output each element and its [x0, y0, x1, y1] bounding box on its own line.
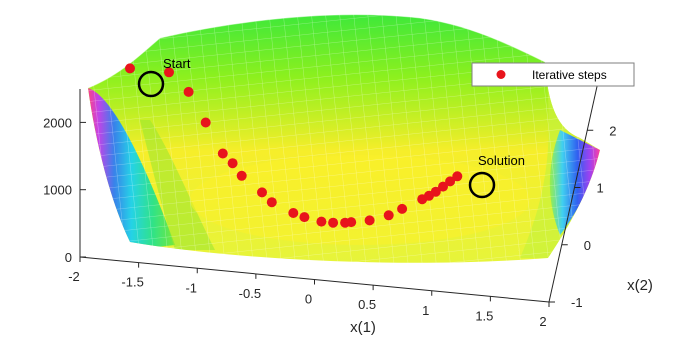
z-tick-label: 0 — [65, 250, 72, 265]
y-tick-label: 1 — [597, 181, 604, 196]
legend: Iterative steps — [471, 62, 635, 87]
x-tick-label: -0.5 — [239, 286, 261, 301]
surface-mesh — [87, 14, 600, 263]
data-point — [316, 216, 327, 227]
data-point — [452, 171, 463, 182]
data-point — [397, 203, 408, 214]
data-point — [328, 217, 339, 228]
start-marker-ring — [137, 70, 165, 98]
x-tick-label: 1 — [422, 303, 429, 318]
x-tick-label: 0 — [305, 292, 312, 307]
data-point — [383, 210, 394, 221]
data-point — [364, 215, 375, 226]
data-point — [266, 197, 277, 208]
legend-box — [471, 62, 635, 87]
start-annotation: Start — [163, 56, 191, 71]
data-point — [257, 187, 267, 198]
data-point — [125, 63, 135, 74]
data-point — [200, 117, 211, 128]
data-point — [217, 148, 228, 159]
x-tick-label: 0.5 — [358, 297, 376, 312]
solution-marker-ring — [468, 171, 496, 199]
x-axis-label: x(1) — [350, 319, 376, 336]
z-tick-label: 2000 — [43, 115, 72, 130]
z-tick-label: 1000 — [43, 183, 72, 198]
y-tick-label: 0 — [584, 238, 591, 253]
y-tick-label: -1 — [571, 295, 583, 310]
data-point — [445, 176, 456, 187]
data-point — [288, 208, 299, 218]
y-tick-label: 2 — [609, 123, 616, 138]
x-ticks: -2 -1.5 -1 -0.5 0 0.5 1 1.5 2 — [68, 257, 550, 329]
data-point — [299, 212, 310, 223]
data-point — [430, 186, 441, 197]
x-tick-label: -1 — [185, 280, 197, 295]
x-tick-label: 2 — [539, 314, 546, 329]
data-point — [164, 67, 174, 78]
z-ticks: 0 1000 2000 — [43, 115, 86, 265]
legend-marker — [496, 70, 506, 79]
iterative-steps-series — [125, 63, 463, 228]
data-point — [346, 217, 357, 228]
data-point — [236, 170, 247, 181]
data-point — [227, 158, 238, 169]
y-axis-label: x(2) — [627, 277, 653, 294]
data-point — [438, 181, 448, 192]
x-tick-label: -1.5 — [121, 275, 143, 290]
x-tick-label: 1.5 — [475, 308, 493, 323]
solution-annotation: Solution — [478, 153, 525, 168]
x-tick-label: -2 — [68, 269, 80, 284]
legend-entry: Iterative steps — [532, 68, 607, 82]
data-point — [183, 86, 194, 97]
